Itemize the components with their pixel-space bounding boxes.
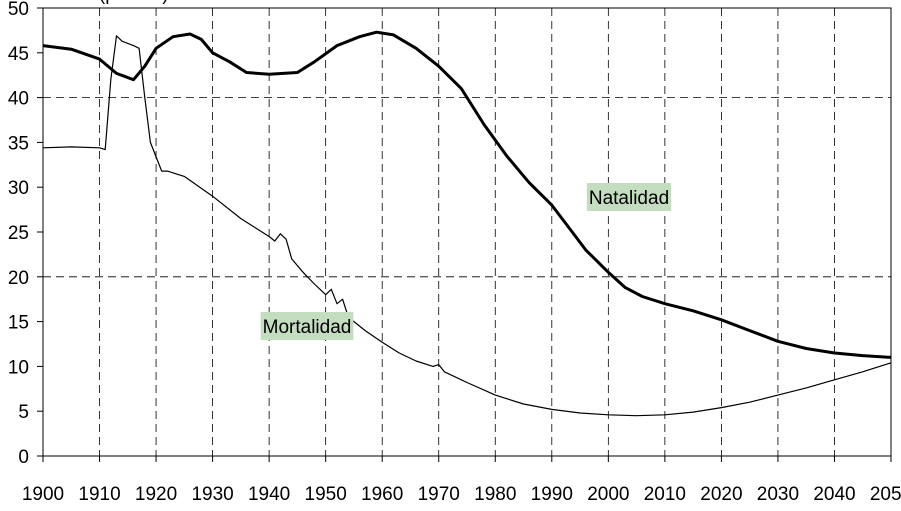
series-label-box: [260, 312, 354, 340]
y-tick-label: 30: [8, 178, 29, 199]
chart-title: Tasas (por mil): [44, 0, 169, 5]
x-tick-label: 1940: [248, 484, 290, 505]
x-tick-label: 2020: [700, 484, 742, 505]
x-tick-label: 1970: [418, 484, 460, 505]
line-series: [42, 35, 892, 417]
y-tick-label: 20: [8, 268, 29, 289]
x-tick-label: 2040: [813, 484, 855, 505]
y-tick-label: 35: [8, 133, 29, 154]
y-tick-label: 45: [8, 44, 29, 65]
x-tick-label: 1900: [22, 484, 64, 505]
x-tick-label: 2010: [644, 484, 686, 505]
series-label: Mortalidad: [263, 317, 352, 338]
y-tick-label: 15: [8, 313, 29, 334]
line-series: [42, 30, 892, 359]
x-tick-label: 2030: [757, 484, 799, 505]
x-tick-label: 2000: [587, 484, 629, 505]
y-tick-label: 50: [8, 0, 29, 20]
x-tick-label: 1990: [531, 484, 573, 505]
x-tick-label: 1960: [361, 484, 403, 505]
x-tick-label: 1930: [191, 484, 233, 505]
y-tick-label: 25: [8, 223, 29, 244]
y-tick-label: 0: [18, 447, 29, 468]
x-tick-label: 1920: [135, 484, 177, 505]
x-tick-label: 1910: [78, 484, 120, 505]
y-tick-label: 40: [8, 89, 29, 110]
series-label-box: [586, 183, 672, 211]
x-tick-label: 2050: [870, 484, 901, 505]
y-tick-label: 5: [18, 402, 29, 423]
x-tick-label: 1950: [305, 484, 347, 505]
x-tick-label: 1980: [474, 484, 516, 505]
plot-frame: [42, 7, 892, 457]
y-tick-label: 10: [8, 357, 29, 378]
series-label: Natalidad: [589, 188, 669, 209]
